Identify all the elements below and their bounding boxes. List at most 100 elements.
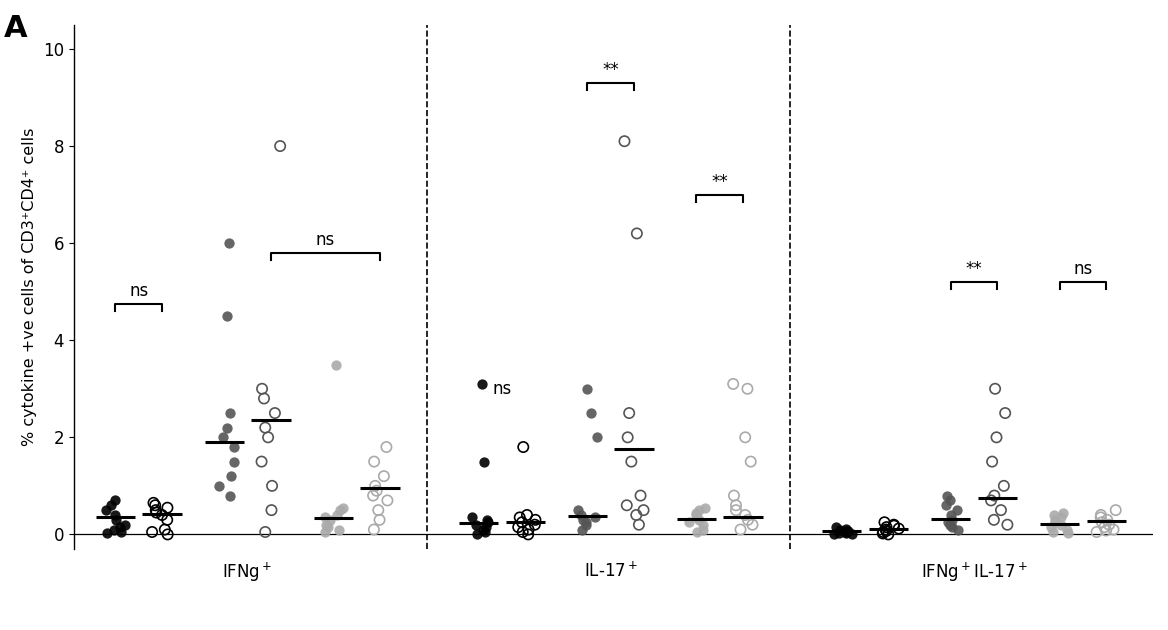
Point (159, 529, 178, 539)
Point (742, 457, 760, 467)
Point (627, 510, 646, 520)
Point (474, 525, 493, 535)
Point (680, 517, 698, 527)
Point (116, 520, 134, 530)
Point (331, 505, 349, 515)
Point (937, 500, 955, 510)
Point (837, 529, 856, 539)
Point (577, 520, 596, 530)
Point (217, 423, 236, 433)
Point (334, 503, 353, 513)
Point (1043, 527, 1062, 537)
Point (1059, 529, 1078, 539)
Point (568, 505, 586, 515)
Point (724, 379, 743, 389)
Point (623, 457, 641, 467)
Point (364, 525, 383, 535)
Point (319, 522, 338, 532)
Point (473, 379, 492, 389)
Point (514, 442, 533, 452)
Point (1091, 512, 1110, 522)
Point (147, 508, 166, 518)
Point (106, 515, 125, 525)
Point (526, 515, 544, 525)
Point (106, 495, 125, 505)
Point (874, 527, 892, 537)
Point (586, 512, 605, 522)
Point (576, 517, 595, 527)
Point (627, 229, 646, 239)
Point (224, 442, 243, 452)
Point (938, 517, 957, 527)
Point (582, 408, 600, 418)
Point (948, 505, 967, 515)
Point (630, 520, 648, 530)
Point (726, 500, 745, 510)
Point (889, 524, 908, 534)
Point (982, 457, 1001, 467)
Text: ns: ns (315, 231, 335, 249)
Point (222, 471, 241, 481)
Point (112, 527, 131, 537)
Point (367, 486, 385, 496)
Point (265, 408, 284, 418)
Point (1098, 515, 1117, 525)
Point (836, 524, 855, 534)
Point (158, 515, 176, 525)
Point (1045, 515, 1064, 525)
Point (315, 512, 334, 522)
Point (477, 522, 495, 532)
Point (736, 432, 755, 442)
Point (985, 515, 1003, 525)
Point (262, 505, 280, 515)
Point (839, 526, 857, 536)
Point (526, 520, 544, 530)
Point (218, 311, 237, 321)
Point (327, 360, 346, 370)
Point (724, 491, 743, 501)
Point (1051, 512, 1070, 522)
Point (105, 525, 124, 535)
Point (836, 527, 855, 537)
Text: ns: ns (130, 282, 148, 300)
Text: IL-17$^+$: IL-17$^+$ (584, 561, 638, 580)
Point (111, 522, 130, 532)
Point (256, 423, 274, 433)
Point (726, 505, 745, 515)
Point (573, 525, 592, 535)
Point (514, 527, 533, 537)
Point (1045, 517, 1064, 527)
Point (509, 522, 528, 532)
Point (475, 527, 494, 537)
Point (696, 503, 715, 513)
Point (877, 526, 896, 536)
Point (221, 491, 239, 501)
Point (1044, 510, 1063, 520)
Point (573, 515, 592, 525)
Text: ns: ns (1073, 260, 1092, 278)
Point (106, 510, 125, 520)
Point (517, 510, 536, 520)
Point (520, 525, 538, 535)
Point (1097, 525, 1115, 536)
Point (571, 510, 590, 520)
Point (738, 515, 757, 525)
Point (252, 384, 271, 394)
Point (102, 500, 120, 510)
Point (317, 520, 335, 530)
Text: IFNg$^+$IL-17$^+$: IFNg$^+$IL-17$^+$ (920, 561, 1028, 585)
Point (224, 457, 243, 467)
Point (943, 510, 961, 520)
Point (842, 529, 861, 539)
Point (731, 525, 750, 535)
Point (1058, 525, 1077, 535)
Point (209, 481, 228, 491)
Point (220, 238, 238, 248)
Point (688, 527, 707, 537)
Text: IFNg$^+$: IFNg$^+$ (222, 561, 273, 585)
Point (1087, 527, 1106, 537)
Point (689, 515, 708, 525)
Point (271, 141, 290, 151)
Point (999, 520, 1017, 530)
Point (366, 481, 384, 491)
